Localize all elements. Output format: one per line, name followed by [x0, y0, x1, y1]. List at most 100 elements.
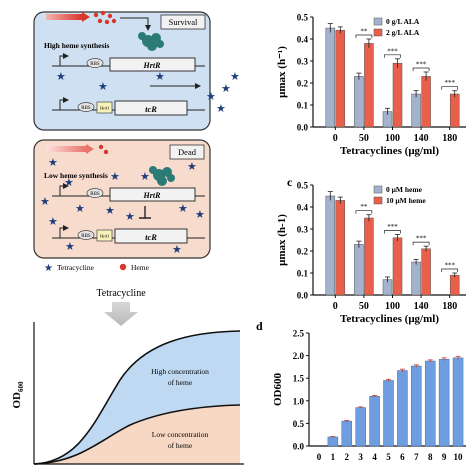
tcr-gene-label: tcR [145, 104, 157, 114]
bar [341, 420, 353, 447]
survival-cell: Survival High heme synthesis RBS HrtR RB… [33, 10, 240, 131]
svg-text:★: ★ [178, 203, 188, 215]
tetracycline-legend-icon: ★ [44, 263, 53, 274]
y-tick-label: 0.5 [297, 13, 309, 23]
significance-bracket [412, 67, 430, 71]
bar-2 g/L ALA [364, 43, 374, 128]
y-tick-label: 0.3 [297, 225, 309, 235]
bar [383, 380, 394, 447]
significance-stars: *** [387, 223, 398, 231]
growth-curve-panel: OD600 High concentration of heme Low con… [11, 322, 244, 465]
high-heme-label: High heme synthesis [44, 41, 110, 50]
rbs-4 [77, 230, 95, 240]
x-tick-label: 6 [400, 452, 405, 462]
legend-label: 0 μM heme [386, 185, 423, 194]
significance-stars: ** [360, 28, 368, 36]
bar-0 g/L ALA [411, 93, 421, 128]
down-arrow-icon [104, 302, 138, 326]
x-tick-label: 0 [333, 133, 338, 144]
x-tick-label: 5 [386, 452, 391, 462]
bar-10 μM heme [421, 248, 431, 296]
svg-text:★: ★ [48, 216, 58, 228]
significance-bracket [441, 86, 459, 90]
tcr-gene-dead-label: tcR [145, 232, 157, 242]
bar-0 μM heme [411, 261, 421, 296]
hrtr-gene [109, 57, 196, 72]
svg-text:★: ★ [64, 177, 74, 189]
bar-0 μM heme [325, 195, 336, 296]
legend-swatch [373, 196, 383, 205]
y-axis-label: μmax (h-1) [276, 214, 288, 266]
x-tick-label: 50 [359, 301, 369, 312]
hrtr-gene-label: HrtR [143, 61, 162, 70]
legend-swatch [373, 185, 383, 194]
y-tick-label: 1.0 [293, 396, 305, 406]
significance-stars: ** [360, 203, 368, 211]
tetracycline-stars-survival: ★★★ ★★★★ [56, 71, 240, 115]
bar [411, 365, 422, 447]
heme-legend-icon [119, 263, 127, 271]
bar-2 g/L ALA [335, 29, 346, 128]
low-heme-area [34, 405, 240, 464]
promoter-arrow-4 [59, 225, 69, 238]
bar [355, 407, 366, 447]
dead-tag [169, 144, 205, 160]
significance-bracket [384, 230, 401, 234]
chart-c-mumax-heme: 0.0 0.1 0.2 0.3 0.4 0.5 0 50 ** 100 *** 140 *** 180 **… [276, 181, 466, 325]
legend-label: 10 μM heme [386, 196, 426, 205]
x-tick-label: 180 [442, 133, 457, 144]
hrto-label: HrtO [100, 106, 110, 111]
y-tick-label: 0.5 [297, 181, 309, 191]
high-heme-curve [33, 330, 241, 465]
bar [452, 357, 464, 447]
dead-cell: Dead Low heme synthesis RBS HrtR RBS Hrt… [33, 139, 211, 259]
hrto-dead-label: HrtO [100, 234, 110, 239]
promoter-arrow-1 [59, 53, 69, 66]
bar-2 g/L ALA [449, 93, 460, 128]
high-conc-label-2: of heme [168, 378, 193, 387]
svg-text:★: ★ [195, 209, 205, 221]
low-heme-label: Low heme synthesis [44, 171, 108, 180]
svg-text:★: ★ [40, 196, 50, 208]
y-tick-label: 1.5 [293, 374, 305, 384]
y-axis-label: μmax (h⁻¹) [276, 46, 288, 98]
svg-text:★: ★ [110, 171, 120, 183]
bar [327, 436, 339, 447]
significance-bracket [355, 34, 373, 38]
svg-text:★: ★ [216, 103, 226, 115]
y-tick-label: 0.5 [293, 419, 305, 429]
rbs-4-label: RBS [81, 234, 91, 239]
svg-text:★: ★ [206, 91, 216, 103]
y-tick-label: 0.0 [293, 442, 305, 452]
svg-text:★: ★ [48, 157, 58, 169]
bar [438, 358, 450, 447]
x-tick-label: 1 [331, 452, 336, 462]
significance-stars: *** [444, 262, 455, 270]
y-tick-label: 0.1 [297, 101, 309, 111]
bar [369, 396, 380, 447]
svg-text:★: ★ [125, 211, 135, 223]
svg-text:★: ★ [56, 71, 66, 83]
y-tick-label: 0.0 [297, 123, 309, 133]
legend-label: 0 g/L ALA [386, 17, 420, 26]
legend-swatch [373, 17, 383, 26]
svg-text:★: ★ [140, 171, 150, 183]
hrto-operator-dead [96, 229, 113, 242]
y-axis-label: OD600 [272, 373, 284, 407]
rbs-3-label: RBS [90, 192, 100, 197]
y-tick-label: 0.4 [297, 203, 309, 213]
y-tick-label: 0.3 [297, 57, 309, 67]
panel-letter-d: d [256, 319, 263, 333]
x-axis-label: Tetracyclines (μg/ml) [340, 145, 439, 157]
heme-legend-label: Heme [131, 263, 150, 272]
bar-2 g/L ALA [421, 76, 431, 128]
x-tick-label: 4 [372, 452, 377, 462]
x-tick-label: 140 [414, 301, 429, 312]
bar-10 μM heme [392, 237, 403, 296]
x-tick-label: 0 [317, 452, 322, 462]
tcr-gene-dead [114, 228, 188, 244]
rbs-3 [86, 188, 104, 198]
bar [397, 370, 408, 447]
schematic-legend: ★ Tetracycline Heme [44, 263, 150, 274]
x-tick-label: 140 [414, 133, 429, 144]
